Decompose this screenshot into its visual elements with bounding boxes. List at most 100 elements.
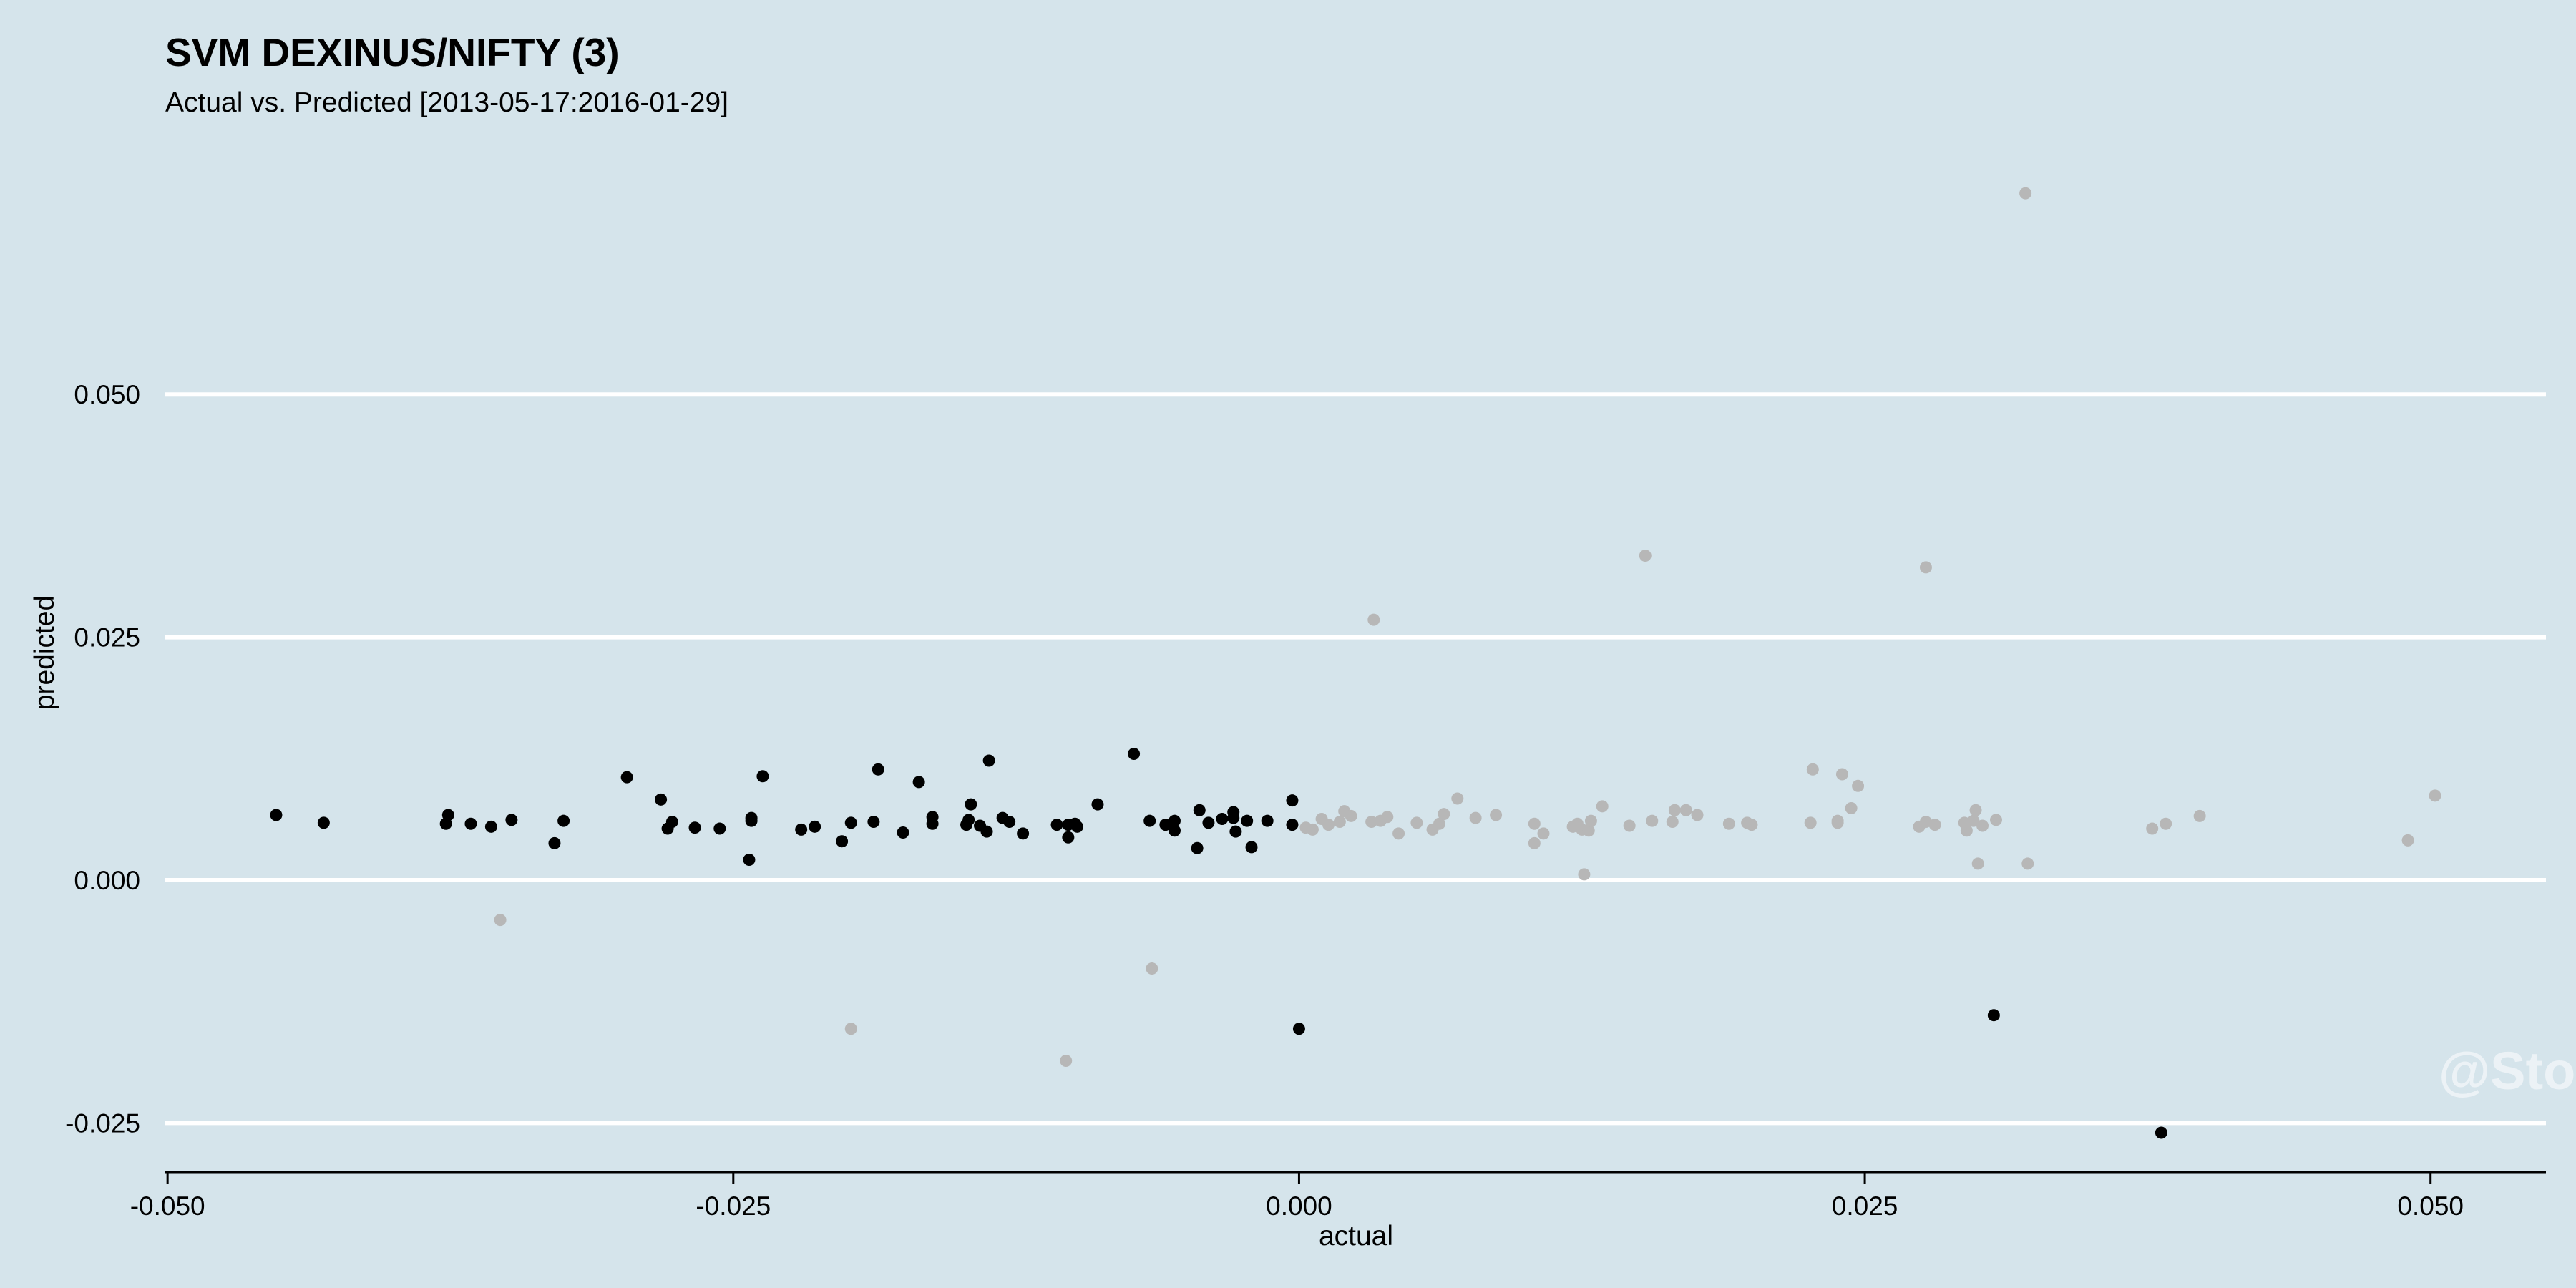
data-point [1596,800,1609,813]
data-point [1528,836,1541,849]
data-point [1451,792,1464,805]
data-point [756,770,769,783]
data-point [836,835,849,848]
data-point [2019,187,2032,200]
x-tick-label: 0.025 [1832,1191,1898,1221]
data-point [1286,819,1299,831]
data-point [1537,827,1550,840]
data-point [1990,814,2003,826]
data-point [1831,814,1844,827]
data-point [1216,812,1229,825]
data-point [1017,827,1030,840]
data-point [464,817,477,830]
data-point [1806,763,1819,776]
data-point [1438,808,1450,821]
data-point [2155,1126,2167,1139]
data-point [1306,823,1319,836]
data-point [1971,857,1984,870]
x-axis: -0.050 -0.025 0.000 0.025 0.050 [130,1171,2546,1221]
data-point [1333,816,1346,829]
data-point [1745,819,1758,831]
data-point [1722,817,1735,830]
data-point [1261,814,1274,827]
data-point [1286,794,1299,807]
data-point [1845,802,1858,815]
data-point [2146,822,2159,835]
data-point [1582,824,1595,837]
data-point [1229,825,1242,838]
data-point [1584,814,1597,827]
data-point [1967,814,1980,827]
data-point [1490,809,1503,821]
grid-lines [165,392,2546,1126]
data-point [441,809,454,821]
data-point [1245,841,1258,854]
data-point [1227,806,1240,819]
data-point [1003,816,1016,829]
data-point [1666,816,1679,829]
data-point [1852,779,1865,792]
x-tick-label: 0.000 [1266,1191,1332,1221]
data-point [1919,561,1932,574]
data-point [1392,827,1405,840]
data-point [1202,816,1215,829]
data-point [1193,804,1206,816]
data-point [270,809,283,821]
y-tick-label: 0.050 [74,380,140,409]
data-point [1322,819,1335,831]
watermark-text: @Sto [2439,1041,2575,1101]
data-point [620,771,633,784]
data-point [1578,868,1591,881]
data-point [484,820,497,833]
data-point [2193,809,2206,822]
data-point [795,823,808,836]
data-point [1433,817,1446,830]
data-point [897,826,909,839]
y-axis-label: predicted [29,595,60,710]
data-point [809,820,821,833]
x-tick-label: -0.050 [130,1191,205,1221]
data-point [1050,819,1063,831]
data-point [688,821,701,834]
chart-title: SVM DEXINUS/NIFTY (3) [165,30,620,74]
data-point [980,825,993,838]
y-tick-label: -0.025 [65,1108,140,1138]
data-point [1960,824,1973,837]
data-point [2401,834,2414,847]
y-axis-ticks: -0.025 0.000 0.025 0.050 [65,380,140,1138]
data-point [1071,820,1084,833]
data-point [1365,816,1378,829]
x-tick-label: 0.050 [2397,1191,2464,1221]
data-point [1345,809,1357,822]
data-point [1987,1009,2000,1022]
data-point [1168,824,1181,837]
y-tick-label: 0.000 [74,866,140,895]
data-point [982,754,995,767]
data-point [1128,748,1141,761]
data-point [912,776,925,789]
data-point [926,811,939,824]
data-point [2021,857,2034,870]
data-points [270,187,2441,1139]
data-point [2429,789,2441,802]
data-point [1679,804,1692,816]
data-point [1146,962,1158,975]
data-point [844,816,857,829]
chart-subtitle: Actual vs. Predicted [2013-05-17:2016-01… [165,87,728,118]
data-point [1804,816,1817,829]
data-point [962,814,975,826]
data-point [1928,819,1941,831]
data-point [1639,550,1652,562]
data-point [1091,798,1104,811]
data-point [1062,831,1075,844]
data-point [1528,817,1541,830]
data-point [557,814,570,827]
y-tick-label: 0.025 [74,623,140,653]
data-point [1835,768,1848,781]
data-point [1168,814,1181,827]
data-point [1367,613,1380,626]
data-point [1241,814,1254,827]
data-point [2160,817,2172,830]
data-point [844,1023,857,1035]
